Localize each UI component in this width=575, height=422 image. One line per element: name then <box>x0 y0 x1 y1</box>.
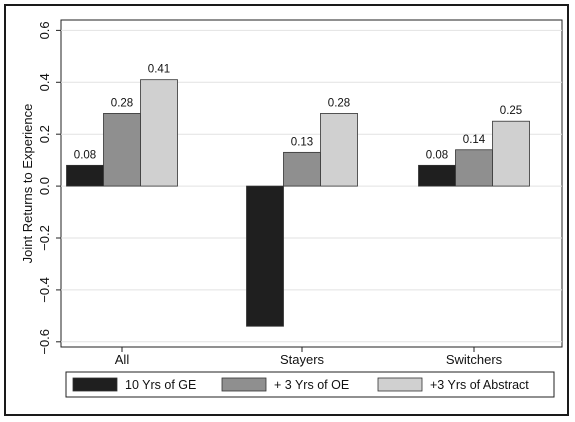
bar <box>283 151 321 187</box>
y-tick-label: −0.6 <box>37 329 52 355</box>
legend-label: 10 Yrs of GE <box>125 378 196 392</box>
legend-swatch <box>221 377 267 392</box>
bar-value-label: 0.13 <box>291 136 313 148</box>
legend-swatch <box>72 377 118 392</box>
bar-value-label: 0.28 <box>111 97 133 109</box>
legend-swatch <box>377 377 423 392</box>
bar <box>246 185 284 327</box>
bar-value-label: 0.41 <box>148 64 170 76</box>
y-tick-label: 0.6 <box>37 21 52 39</box>
bar <box>103 113 141 187</box>
bar-value-label: 0.28 <box>328 97 350 109</box>
bar <box>418 164 456 187</box>
bar <box>492 120 530 187</box>
y-tick-label: 0.0 <box>37 177 52 195</box>
y-tick-label: 0.2 <box>37 125 52 143</box>
bar-value-label: 0.08 <box>74 149 96 161</box>
y-tick-label: 0.4 <box>37 73 52 91</box>
bar <box>320 113 358 187</box>
y-axis-title: Joint Returns to Experience <box>20 104 35 264</box>
x-tick-label: All <box>115 352 130 367</box>
bar <box>140 79 178 187</box>
legend-box <box>65 371 555 398</box>
bar-value-label: 0.08 <box>426 149 448 161</box>
y-tick-label: −0.4 <box>37 277 52 303</box>
legend-label: +3 Yrs of Abstract <box>430 378 529 392</box>
y-tick-label: −0.2 <box>37 225 52 251</box>
bar <box>66 164 104 187</box>
x-tick-label: Switchers <box>446 352 503 367</box>
x-tick-label: Stayers <box>280 352 325 367</box>
bar-value-label: 0.14 <box>463 134 486 146</box>
bar <box>455 149 493 187</box>
legend-label: + 3 Yrs of OE <box>274 378 349 392</box>
bar-value-label: 0.25 <box>500 105 522 117</box>
